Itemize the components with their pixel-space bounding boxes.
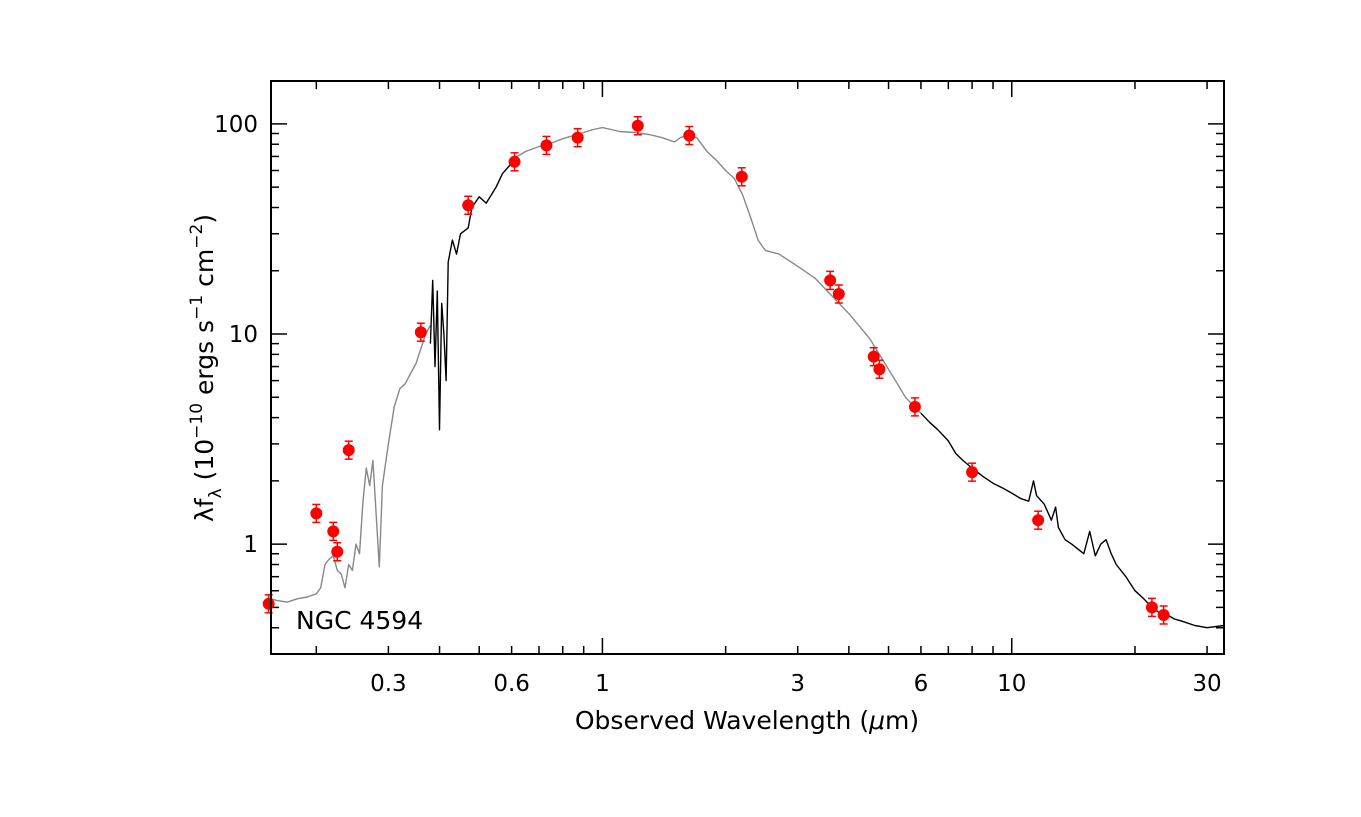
- x-tick-label: 30: [1192, 671, 1221, 697]
- x-axis-title-suffix: m): [885, 706, 919, 735]
- y-axis-title-exp1: −10: [187, 403, 207, 439]
- spectrum-gray-line: [270, 324, 432, 603]
- x-tick-label: 6: [914, 671, 929, 697]
- data-point: [1032, 510, 1045, 530]
- point-marker: [414, 326, 427, 339]
- axis-ticks: [271, 81, 1224, 655]
- y-axis-title: λfλ (10−10 ergs s−1 cm−2): [187, 214, 226, 522]
- x-tick-label: 1: [595, 671, 610, 697]
- data-point: [867, 346, 880, 367]
- data-point: [966, 462, 979, 482]
- data-point: [735, 167, 748, 187]
- y-tick-labels: 1 10 100: [214, 112, 258, 558]
- x-axis-title-prefix: Observed Wavelength (: [575, 706, 869, 735]
- point-marker: [508, 155, 521, 168]
- data-point: [462, 195, 475, 216]
- x-tick-labels: 0.3 0.6 1 3 6 10 30: [370, 671, 1222, 697]
- y-axis-title-main: λf: [190, 497, 219, 522]
- data-point: [832, 284, 845, 304]
- point-marker: [873, 363, 886, 376]
- point-marker: [331, 545, 344, 558]
- point-marker: [683, 129, 696, 142]
- point-marker: [342, 444, 355, 457]
- data-point: [908, 397, 921, 417]
- y-tick-label: 10: [229, 322, 258, 348]
- point-marker: [462, 199, 475, 212]
- point-marker: [1032, 514, 1045, 527]
- y-axis-title-exp3: −2: [187, 224, 207, 249]
- y-axis-title-sub: λ: [206, 488, 226, 498]
- object-label: NGC 4594: [296, 606, 423, 635]
- photometry-points: [262, 115, 1170, 625]
- data-point: [873, 359, 886, 379]
- point-marker: [310, 507, 323, 520]
- point-marker: [824, 274, 837, 287]
- data-point: [310, 503, 323, 524]
- data-point: [342, 440, 355, 460]
- point-marker: [631, 119, 644, 132]
- data-point: [508, 152, 521, 172]
- y-axis-title-close: ): [190, 214, 219, 224]
- y-axis-title-mid: ergs s: [190, 320, 219, 403]
- point-marker: [262, 597, 275, 610]
- point-marker: [1145, 601, 1158, 614]
- x-tick-label: 3: [790, 671, 805, 697]
- x-tick-label: 0.6: [493, 671, 530, 697]
- data-point: [824, 270, 837, 291]
- y-tick-label: 1: [243, 532, 258, 558]
- point-marker: [571, 131, 584, 144]
- point-marker: [908, 400, 921, 413]
- x-tick-label: 10: [997, 671, 1026, 697]
- x-axis-title-mu: μ: [868, 706, 885, 735]
- x-axis-title: Observed Wavelength (μm): [575, 706, 919, 735]
- point-marker: [327, 525, 340, 538]
- data-point: [414, 322, 427, 342]
- plot-frame: [270, 80, 1225, 655]
- data-point: [331, 541, 344, 562]
- point-marker: [966, 466, 979, 479]
- y-tick-label: 100: [214, 112, 258, 138]
- point-marker: [735, 170, 748, 183]
- point-marker: [540, 139, 553, 152]
- data-point: [540, 135, 553, 156]
- data-point: [571, 127, 584, 148]
- y-axis-title-exp2: −1: [187, 295, 207, 320]
- y-axis-title-open: (10: [190, 439, 219, 489]
- data-point: [631, 115, 644, 136]
- data-point: [327, 521, 340, 542]
- y-axis-title-cm: cm: [190, 249, 219, 295]
- point-marker: [1157, 608, 1170, 621]
- point-marker: [867, 350, 880, 363]
- point-marker: [832, 288, 845, 301]
- data-point: [683, 125, 696, 146]
- data-point: [1145, 597, 1158, 618]
- data-point: [1157, 605, 1170, 625]
- spectrum-black-line: [429, 155, 518, 431]
- x-tick-label: 0.3: [370, 671, 407, 697]
